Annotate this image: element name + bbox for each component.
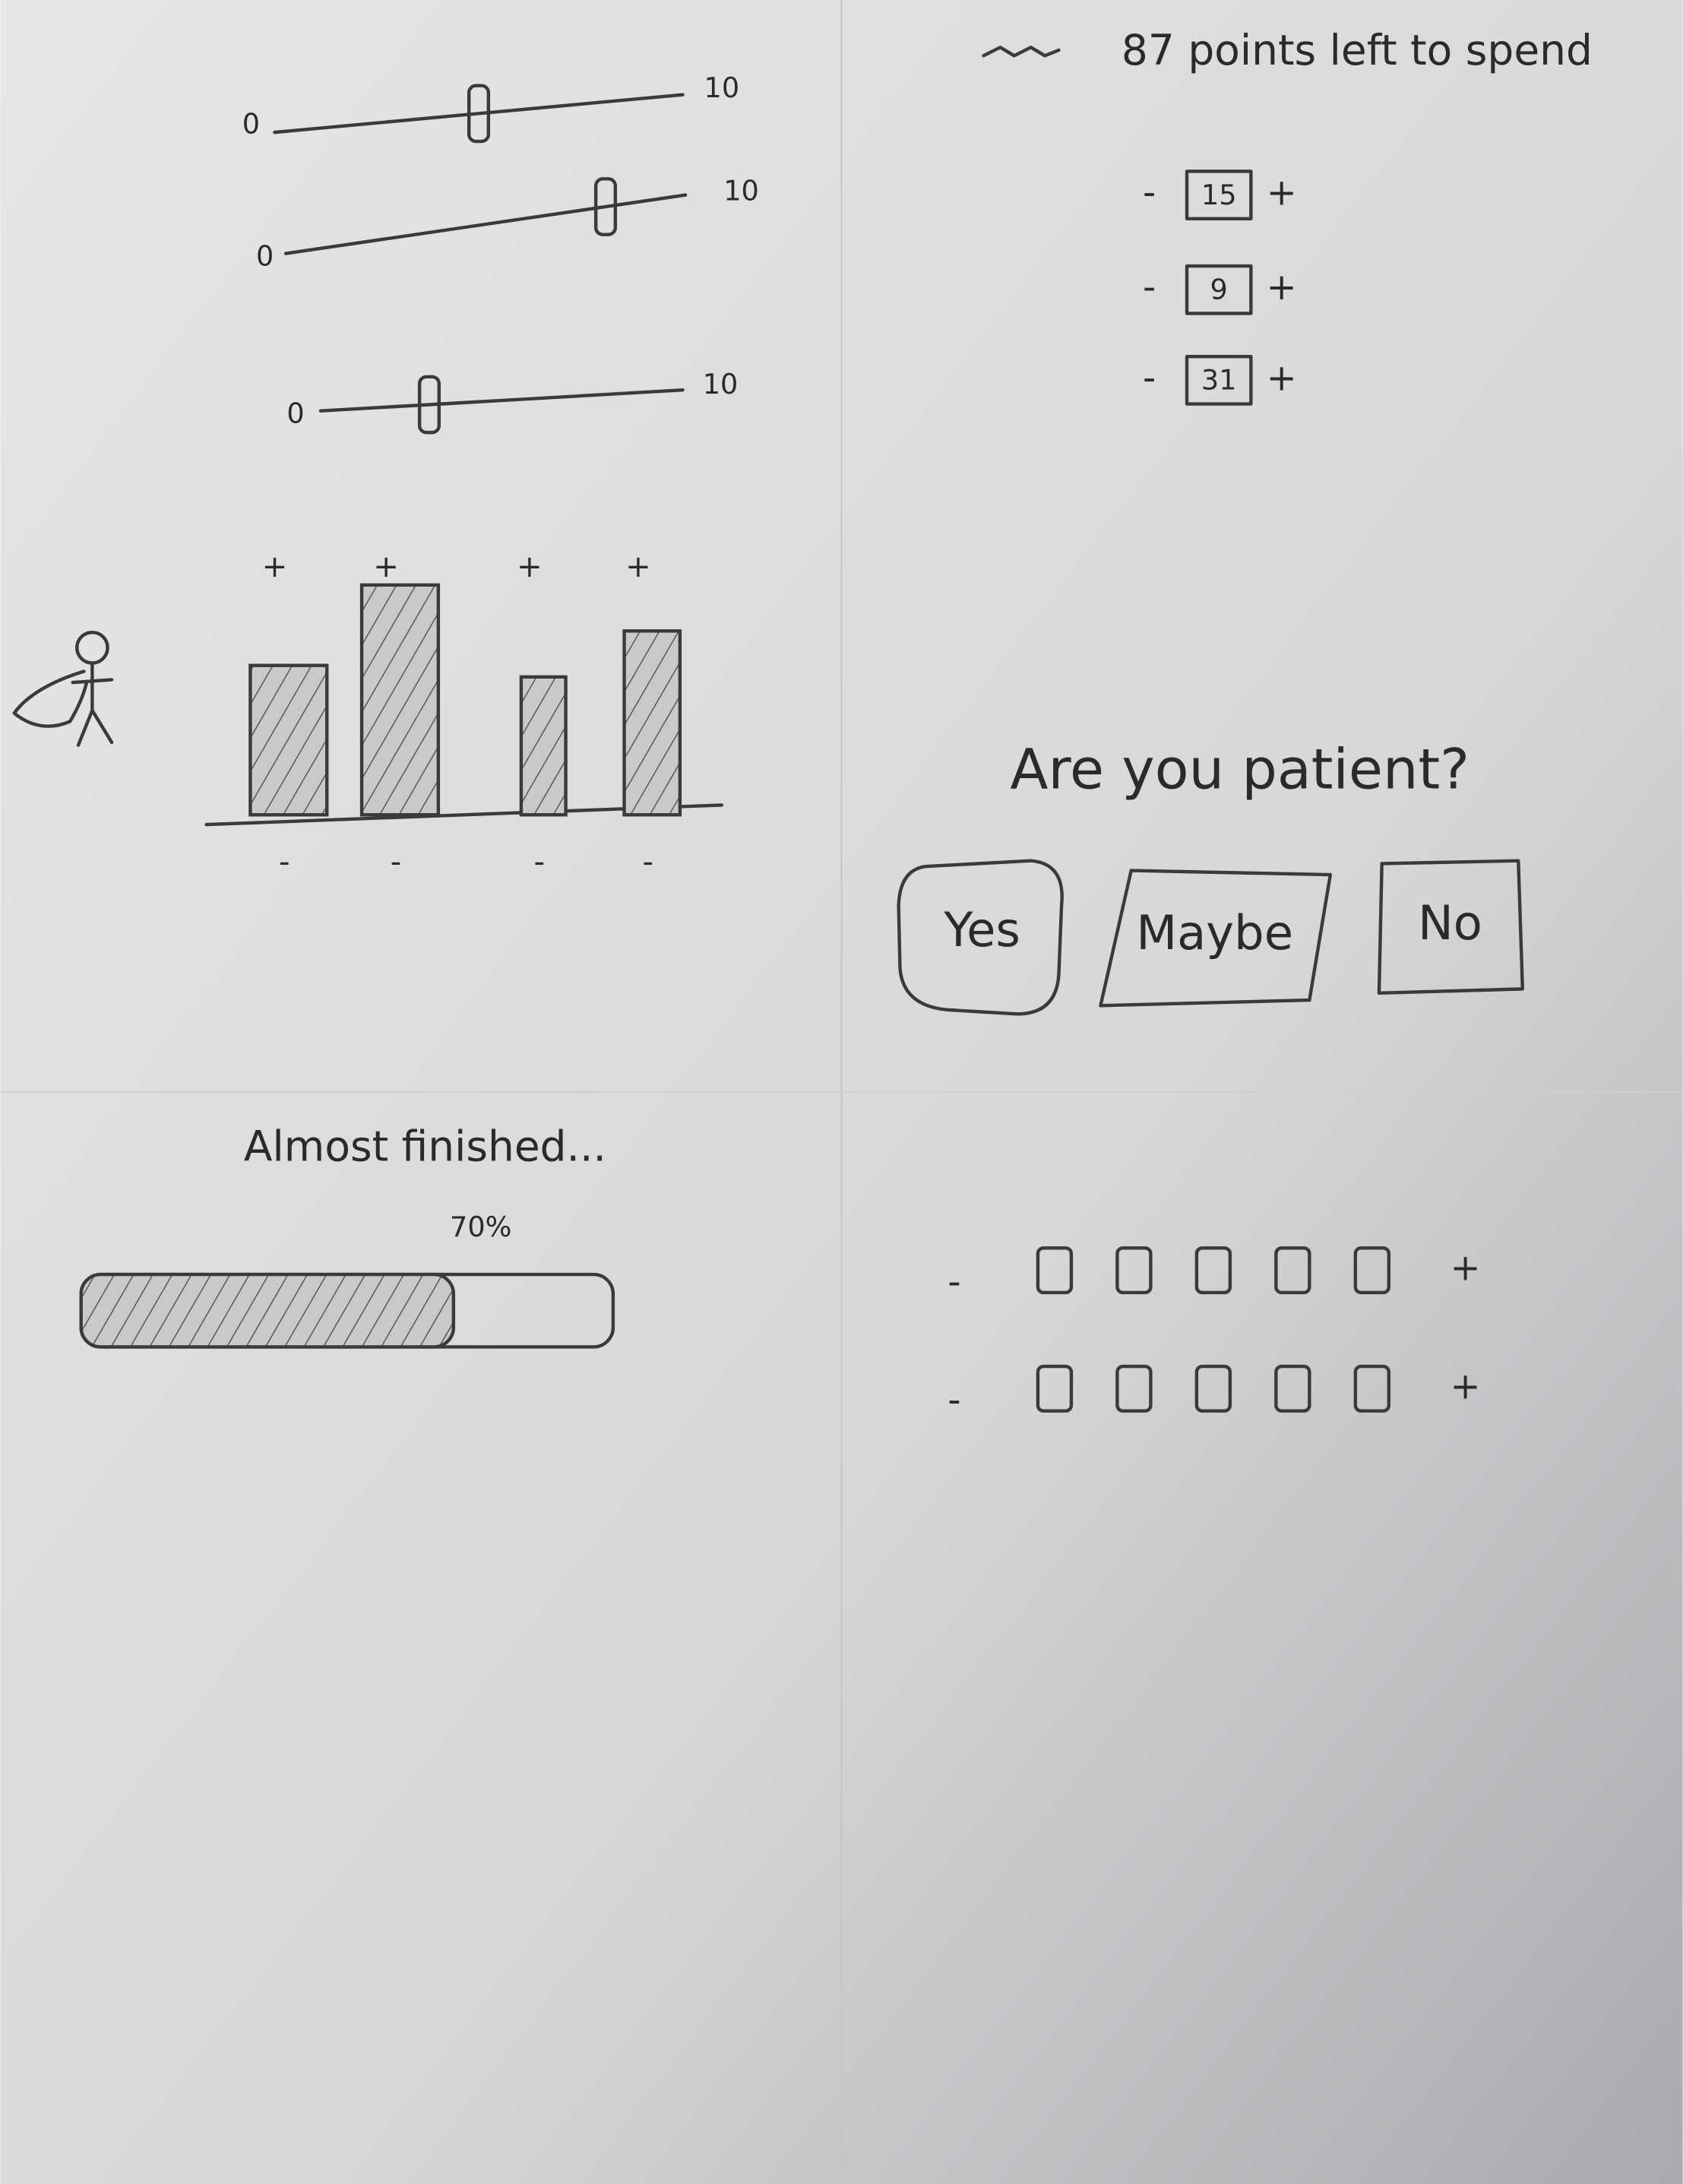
rating-square[interactable]	[1274, 1364, 1311, 1413]
slider-min: 0	[242, 107, 260, 140]
option-label[interactable]: Yes	[943, 902, 1020, 957]
plus-button[interactable]: +	[1267, 173, 1297, 214]
option-label[interactable]: No	[1418, 895, 1482, 951]
rating-minus[interactable]: -	[947, 1380, 960, 1422]
slider-thumb[interactable]	[593, 177, 618, 236]
bar-plus[interactable]: +	[625, 549, 651, 584]
option-button[interactable]	[1099, 869, 1333, 1008]
hero-icon	[12, 630, 114, 747]
counter-box	[1185, 169, 1253, 220]
counter-box	[1185, 355, 1253, 406]
question: Are you patient?	[1010, 737, 1469, 802]
rating-square[interactable]	[1353, 1246, 1391, 1295]
slider-track	[318, 388, 685, 413]
option-label[interactable]: Maybe	[1136, 905, 1293, 961]
rating-square[interactable]	[1274, 1246, 1311, 1295]
rating-plus[interactable]: +	[1450, 1248, 1481, 1290]
option-button[interactable]	[1377, 859, 1524, 995]
bar	[359, 583, 441, 817]
slider-track	[283, 193, 688, 255]
rating-square[interactable]	[1194, 1364, 1232, 1413]
bar	[248, 663, 329, 817]
bar	[622, 629, 682, 817]
plus-button[interactable]: +	[1267, 357, 1297, 399]
progress-fill	[79, 1272, 456, 1349]
slider-max: 10	[703, 368, 739, 400]
plus-button[interactable]: +	[1267, 267, 1297, 309]
slider-max: 10	[723, 174, 759, 207]
bar-minus[interactable]: -	[279, 844, 290, 879]
slider-min: 0	[256, 240, 274, 273]
counter-box	[1185, 264, 1253, 315]
progress-label: 70%	[450, 1211, 511, 1243]
bar-minus[interactable]: -	[642, 844, 653, 879]
counter-value: 15	[1201, 179, 1237, 211]
minus-button[interactable]: -	[1143, 173, 1156, 214]
rating-square[interactable]	[1115, 1364, 1153, 1413]
progress-text: Almost finished...	[244, 1122, 606, 1170]
rating-plus[interactable]: +	[1450, 1366, 1481, 1407]
bar-minus[interactable]: -	[533, 844, 545, 879]
option-button[interactable]	[897, 859, 1064, 1016]
slider-max: 10	[704, 71, 740, 104]
rating-square[interactable]	[1115, 1246, 1153, 1295]
rating-square[interactable]	[1036, 1364, 1074, 1413]
bar	[519, 675, 568, 817]
counter-value: 9	[1210, 274, 1228, 306]
rating-square[interactable]	[1353, 1364, 1391, 1413]
counter-value: 31	[1201, 364, 1237, 397]
slider-thumb[interactable]	[417, 375, 441, 435]
slider-min: 0	[286, 397, 304, 430]
rating-square[interactable]	[1194, 1246, 1232, 1295]
minus-button[interactable]: -	[1143, 357, 1156, 399]
rating-square[interactable]	[1036, 1246, 1074, 1295]
bar-plus[interactable]: +	[517, 549, 543, 584]
rating-minus[interactable]: -	[947, 1261, 960, 1303]
bar-plus[interactable]: +	[262, 549, 288, 584]
bar-minus[interactable]: -	[391, 844, 402, 879]
slider-track	[273, 93, 685, 135]
slider-thumb[interactable]	[467, 84, 491, 144]
bar-plus[interactable]: +	[373, 549, 399, 584]
minus-button[interactable]: -	[1143, 267, 1156, 309]
scribble	[982, 46, 1061, 58]
points-left: 87 points left to spend	[1121, 26, 1593, 74]
